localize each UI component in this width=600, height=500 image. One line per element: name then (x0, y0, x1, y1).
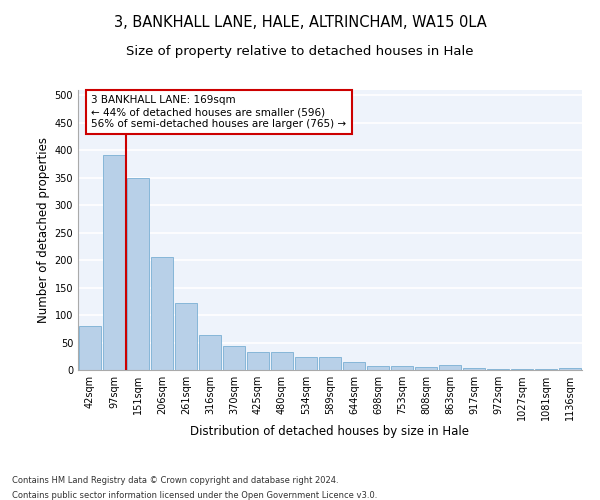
Bar (367, 366, 389, 370)
Bar (199, 336, 221, 370)
Text: 3, BANKHALL LANE, HALE, ALTRINCHAM, WA15 0LA: 3, BANKHALL LANE, HALE, ALTRINCHAM, WA15… (113, 15, 487, 30)
X-axis label: Distribution of detached houses by size in Hale: Distribution of detached houses by size … (191, 424, 470, 438)
Bar (391, 366, 413, 370)
Bar (319, 358, 341, 370)
Bar (223, 346, 245, 370)
Bar (559, 368, 581, 370)
Y-axis label: Number of detached properties: Number of detached properties (37, 137, 50, 323)
Bar (487, 369, 509, 370)
Bar (415, 366, 437, 370)
Bar (247, 352, 269, 370)
Bar (463, 368, 485, 370)
Bar (79, 326, 101, 370)
Bar (343, 362, 365, 370)
Text: Contains public sector information licensed under the Open Government Licence v3: Contains public sector information licen… (12, 491, 377, 500)
Text: 3 BANKHALL LANE: 169sqm
← 44% of detached houses are smaller (596)
56% of semi-d: 3 BANKHALL LANE: 169sqm ← 44% of detache… (91, 96, 346, 128)
Text: Size of property relative to detached houses in Hale: Size of property relative to detached ho… (126, 45, 474, 58)
Bar (295, 358, 317, 370)
Bar (439, 364, 461, 370)
Bar (127, 178, 149, 370)
Bar (103, 155, 125, 370)
Bar (271, 352, 293, 370)
Text: Contains HM Land Registry data © Crown copyright and database right 2024.: Contains HM Land Registry data © Crown c… (12, 476, 338, 485)
Bar (151, 258, 173, 370)
Bar (175, 303, 197, 370)
